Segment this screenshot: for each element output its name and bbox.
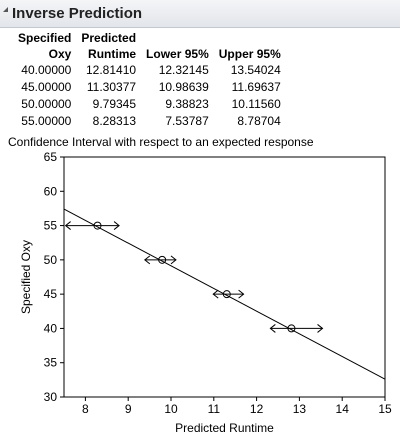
disclosure-triangle-icon[interactable] (3, 7, 8, 12)
y-tick-label: 45 (44, 287, 58, 301)
interval-arrow-left (212, 289, 219, 299)
y-tick-label: 50 (44, 253, 58, 267)
column-header: Oxy (48, 47, 72, 61)
x-tick-label: 8 (82, 402, 89, 416)
table-cell: 45.00000 (21, 80, 72, 94)
table-cell: 8.78704 (237, 114, 281, 128)
y-tick-label: 55 (44, 219, 58, 233)
table-row: 45.00000 11.30377 10.98639 11.69637 (18, 79, 281, 96)
column-header: Runtime (88, 47, 137, 61)
table-cell: 10.98639 (158, 80, 209, 94)
table-header-row: Specified Predicted (18, 30, 281, 46)
table-row: 40.00000 12.81410 12.32145 13.54024 (18, 62, 281, 79)
y-tick-label: 40 (44, 321, 58, 335)
interval-arrow-right (170, 255, 177, 265)
column-header: Upper 95% (218, 47, 281, 61)
interval-arrow-left (269, 324, 276, 333)
interval-arrow-left (64, 221, 71, 230)
y-tick-label: 35 (44, 356, 58, 370)
inverse-prediction-table: Specified Predicted Oxy Runtime Lower 95… (18, 30, 281, 130)
x-tick-label: 9 (125, 402, 132, 416)
interval-arrow-left (144, 255, 151, 265)
x-tick-label: 12 (250, 402, 264, 416)
column-header: Specified (18, 31, 72, 45)
x-tick-label: 13 (293, 402, 307, 416)
y-tick-label: 65 (44, 150, 58, 164)
interval-arrow-right (317, 324, 324, 333)
table-row: 50.00000 9.79345 9.38823 10.11560 (18, 96, 281, 113)
interval-arrow-right (113, 221, 120, 230)
table-cell: 12.81410 (85, 63, 137, 77)
table-cell: 8.28313 (92, 114, 137, 128)
x-axis-label: Predicted Runtime (175, 421, 274, 435)
column-header: Lower 95% (146, 47, 209, 61)
table-cell: 12.32145 (158, 63, 209, 77)
table-cell: 11.30377 (86, 80, 137, 94)
y-tick-label: 30 (44, 390, 58, 404)
x-tick-label: 10 (164, 402, 178, 416)
plot-frame (63, 156, 386, 398)
interval-arrow-right (238, 289, 245, 299)
table-row: 55.00000 8.28313 7.53787 8.78704 (18, 113, 281, 130)
table-cell: 40.00000 (21, 63, 72, 77)
table-header-row: Oxy Runtime Lower 95% Upper 95% (18, 46, 281, 62)
table-cell: 50.00000 (21, 97, 72, 111)
column-header: Predicted (81, 31, 137, 45)
y-axis-label: Specified Oxy (19, 240, 33, 314)
chart-title: Confidence Interval with respect to an e… (8, 135, 314, 149)
table-cell: 10.11560 (231, 97, 281, 111)
table-cell: 11.69637 (231, 80, 281, 94)
y-tick-label: 60 (44, 184, 58, 198)
table-cell: 55.00000 (21, 114, 72, 128)
prediction-point (222, 290, 231, 299)
prediction-point (158, 255, 167, 264)
table-cell: 9.38823 (165, 97, 209, 111)
prediction-point (93, 221, 102, 230)
x-tick-label: 15 (378, 402, 392, 416)
table-cell: 13.54024 (230, 63, 281, 77)
table-cell: 9.79345 (92, 97, 137, 111)
report-header: Inverse Prediction (0, 0, 400, 28)
x-tick-label: 14 (336, 402, 350, 416)
prediction-point (287, 324, 296, 333)
report-title: Inverse Prediction (12, 5, 143, 22)
table-cell: 7.53787 (165, 114, 209, 128)
x-tick-label: 11 (208, 402, 221, 416)
